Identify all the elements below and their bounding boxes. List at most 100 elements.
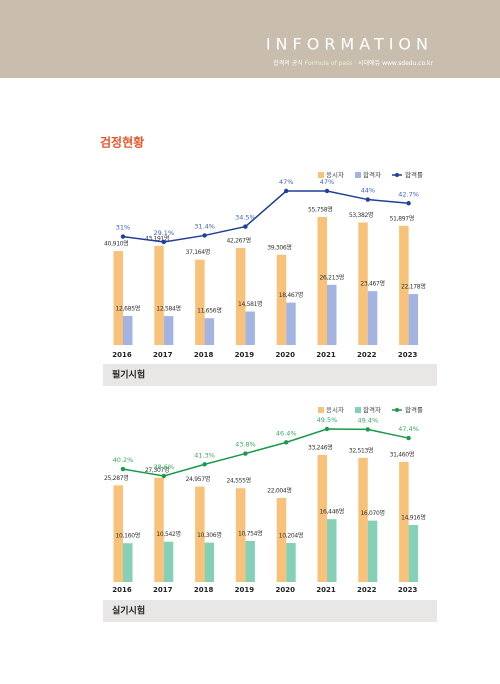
rate-point	[161, 239, 166, 245]
rate-value-label: 38.6%	[153, 463, 174, 471]
section-heading: 검정현황	[100, 135, 144, 150]
tagline-en: Formula of pass	[305, 60, 353, 67]
chart-title: 필기시험	[112, 369, 145, 381]
legend-label: 응시자	[326, 170, 344, 179]
legend-label: 합격자	[363, 170, 381, 179]
legend-dot	[395, 173, 399, 177]
bar	[154, 245, 164, 345]
section-band	[103, 600, 437, 622]
bar	[195, 486, 205, 582]
x-tick-label: 2022	[357, 586, 377, 594]
bar-value-label: 10,160명	[116, 532, 140, 540]
bar-value-label: 10,754명	[238, 529, 262, 537]
bar	[358, 457, 368, 582]
bar-value-label: 22,178명	[401, 283, 425, 291]
rate-value-label: 46.4%	[276, 429, 297, 437]
legend-swatch	[318, 407, 324, 413]
rate-point	[284, 188, 289, 194]
bar	[399, 225, 409, 345]
bar	[276, 254, 287, 345]
bar	[235, 247, 246, 345]
x-tick-label: 2018	[194, 586, 214, 594]
bar	[327, 519, 337, 582]
rate-value-label: 41.3%	[194, 451, 215, 459]
rate-point	[120, 234, 126, 239]
bar	[113, 485, 123, 582]
legend-label: 합격률	[405, 405, 423, 414]
bar-value-label: 40,910명	[104, 240, 128, 248]
x-tick-label: 2020	[275, 351, 295, 359]
url: www.sdedu.co.kr	[382, 60, 433, 67]
bar-value-label: 43,191명	[145, 234, 169, 242]
bar-value-label: 10,306명	[197, 531, 221, 539]
rate-value-label: 40.2%	[113, 456, 134, 464]
header-band	[0, 0, 500, 78]
rate-value-label: 47.4%	[398, 425, 419, 433]
bar	[286, 302, 296, 345]
legend-label: 응시자	[326, 405, 344, 414]
legend-swatch	[318, 172, 324, 178]
rate-point	[324, 188, 330, 194]
bar-value-label: 23,467명	[360, 280, 384, 288]
rate-value-label: 31%	[116, 224, 130, 232]
bar	[163, 316, 174, 345]
x-tick-label: 2021	[316, 351, 336, 359]
x-tick-label: 2017	[153, 586, 173, 594]
x-tick-label: 2023	[398, 351, 418, 359]
bar	[327, 284, 337, 345]
bar-value-label: 16,070명	[360, 509, 384, 517]
bar-value-label: 12,584명	[156, 305, 180, 313]
bar	[358, 222, 368, 345]
bar-value-label: 24,555명	[226, 477, 250, 485]
bar-value-label: 33,246명	[308, 444, 332, 452]
bar	[367, 291, 378, 345]
bar-value-label: 42,267명	[226, 236, 250, 244]
bar-value-label: 27,307명	[145, 466, 169, 474]
rate-point	[406, 435, 411, 441]
bar	[235, 488, 246, 582]
bar-value-label: 16,446명	[320, 508, 344, 516]
bar	[123, 543, 133, 582]
bar	[286, 543, 296, 582]
tagline: 합격의 공식	[273, 59, 303, 67]
section-band	[103, 364, 437, 386]
rate-point	[365, 197, 370, 202]
rate-point	[243, 224, 248, 229]
rate-value-label: 47%	[279, 178, 293, 186]
rate-point	[120, 466, 126, 472]
rate-value-label: 49.4%	[357, 416, 378, 424]
bar-value-label: 10,204명	[279, 532, 303, 540]
rate-point	[202, 462, 207, 467]
x-tick-label: 2020	[275, 586, 295, 594]
legend-swatch	[355, 172, 361, 178]
bar	[408, 294, 419, 345]
rate-point	[324, 426, 330, 432]
bar	[276, 497, 287, 582]
bar	[204, 318, 215, 345]
rate-value-label: 49.5%	[317, 416, 338, 424]
bar-value-label: 37,164명	[186, 248, 210, 256]
rate-line	[122, 190, 409, 243]
bar-value-label: 18,467명	[279, 291, 303, 299]
bar	[399, 461, 409, 582]
x-tick-label: 2022	[357, 351, 377, 359]
rate-line	[122, 428, 409, 477]
bar-value-label: 22,004명	[267, 486, 291, 494]
rate-value-label: 44%	[361, 187, 375, 195]
bar-value-label: 51,897명	[390, 214, 414, 222]
header-title: INFORMATION	[266, 35, 433, 54]
rate-value-label: 47%	[320, 178, 334, 186]
x-tick-label: 2018	[194, 351, 214, 359]
chart-title: 실기시험	[112, 605, 145, 617]
legend-label: 합격자	[363, 405, 381, 414]
x-tick-label: 2016	[112, 351, 132, 359]
rate-value-label: 29.1%	[153, 229, 174, 237]
rate-point	[161, 473, 166, 479]
bar-value-label: 14,581명	[238, 300, 262, 308]
bar	[113, 251, 123, 345]
x-tick-label: 2019	[235, 586, 255, 594]
bar	[245, 311, 255, 345]
bar-value-label: 12,685명	[116, 304, 140, 312]
bar-value-label: 25,287명	[104, 474, 128, 482]
rate-value-label: 34.5%	[235, 214, 256, 222]
